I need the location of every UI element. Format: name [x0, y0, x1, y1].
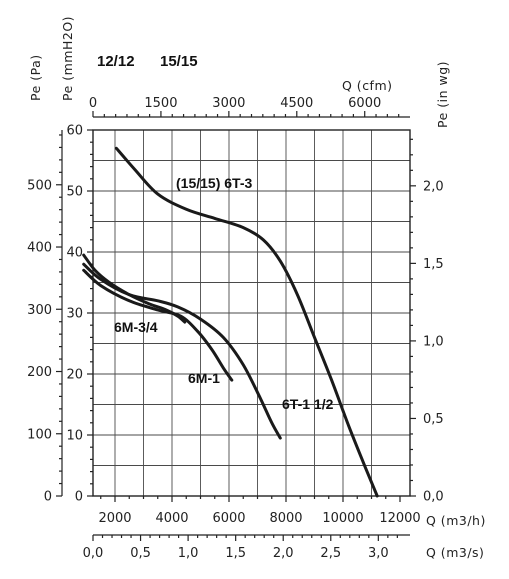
- y-axis-mmh2o-tick-label: 0: [75, 490, 83, 505]
- x-axis-m3s-title: Q (m3/s): [426, 545, 484, 560]
- curve-6t-1-1-2: [82, 262, 282, 440]
- curve-label-6t-3: (15/15) 6T-3: [176, 175, 252, 191]
- y-axis-pa-tick-label: 400: [27, 241, 52, 256]
- x-axis-cfm-tick-label: 4500: [280, 96, 313, 111]
- curve-6m-1: [82, 268, 234, 382]
- y-axis-mmh2o-tick-label: 50: [66, 185, 83, 200]
- y-axis-pa-tick-label: 500: [27, 178, 52, 193]
- x-axis-m3s-tick-label: 3,0: [368, 546, 389, 561]
- curve-label-6t-1-1-2: 6T-1 1/2: [282, 396, 334, 412]
- axes: 0 100 200 300 400 500 0 10 20 30 40 50 60 0,0 0,5 1,0 1,…: [27, 96, 444, 561]
- y-axis-pa-tick-label: 200: [27, 365, 52, 380]
- x-axis-m3s-tick-label: 1,0: [178, 546, 199, 561]
- curve-15-15-6t-3: [114, 146, 379, 498]
- x-axis-m3h-tick-label: 6000: [212, 511, 245, 526]
- y-axis-pa-tick-label: 0: [44, 490, 52, 505]
- y-axis-mmh2o-title: Pe (mmH2O): [60, 16, 75, 101]
- grid: [93, 130, 410, 496]
- y-axis-pa-tick-label: 300: [27, 303, 52, 318]
- x-axis-m3h-tick-label: 10000: [322, 511, 363, 526]
- performance-curves: [82, 146, 379, 498]
- y-axis-mmh2o-tick-label: 10: [66, 429, 83, 444]
- x-axis-m3h-tick-label: 12000: [379, 511, 420, 526]
- y-axis-inwg-tick-label: 2,0: [423, 179, 444, 194]
- x-axis-m3s-tick-label: 1,5: [225, 546, 246, 561]
- x-axis-m3h-title: Q (m3/h): [426, 513, 486, 528]
- x-axis-cfm-tick-label: 1500: [144, 96, 177, 111]
- x-axis-cfm-tick-label: 3000: [212, 96, 245, 111]
- x-axis-m3s-tick-label: 0,5: [130, 546, 151, 561]
- curve-6m-3-4: [82, 253, 187, 324]
- y-axis-inwg-tick-label: 0,0: [423, 490, 444, 505]
- x-axis-m3h-tick-label: 8000: [269, 511, 302, 526]
- y-axis-mmh2o-tick-label: 20: [66, 368, 83, 383]
- y-axis-pa-title: Pe (Pa): [28, 54, 43, 101]
- y-axis-mmh2o-tick-label: 30: [66, 307, 83, 322]
- y-axis-mmh2o-tick-label: 40: [66, 246, 83, 261]
- y-axis-inwg-tick-label: 0,5: [423, 412, 444, 427]
- y-axis-inwg-tick-label: 1,5: [423, 257, 444, 272]
- y-axis-pa-tick-label: 100: [27, 427, 52, 442]
- curve-label-6m-3-4: 6M-3/4: [114, 319, 158, 335]
- x-axis-cfm-tick-label: 6000: [348, 96, 381, 111]
- y-axis-inwg-tick-label: 1,0: [423, 334, 444, 349]
- x-axis-m3h-tick-label: 4000: [155, 511, 188, 526]
- x-axis-m3s-tick-label: 2,5: [320, 546, 341, 561]
- y-axis-mmh2o-tick-label: 60: [66, 124, 83, 139]
- model-label-15-15: 15/15: [160, 53, 198, 70]
- x-axis-cfm-tick-label: 0: [89, 96, 97, 111]
- curve-label-6m-1: 6M-1: [188, 370, 220, 386]
- x-axis-cfm-title: Q (cfm): [342, 78, 393, 93]
- y-axis-inwg-title: Pe (in wg): [435, 61, 450, 128]
- x-axis-m3s-tick-label: 2,0: [273, 546, 294, 561]
- x-axis-m3s-tick-label: 0,0: [83, 546, 104, 561]
- x-axis-m3h-tick-label: 2000: [98, 511, 131, 526]
- model-label-12-12: 12/12: [97, 53, 135, 70]
